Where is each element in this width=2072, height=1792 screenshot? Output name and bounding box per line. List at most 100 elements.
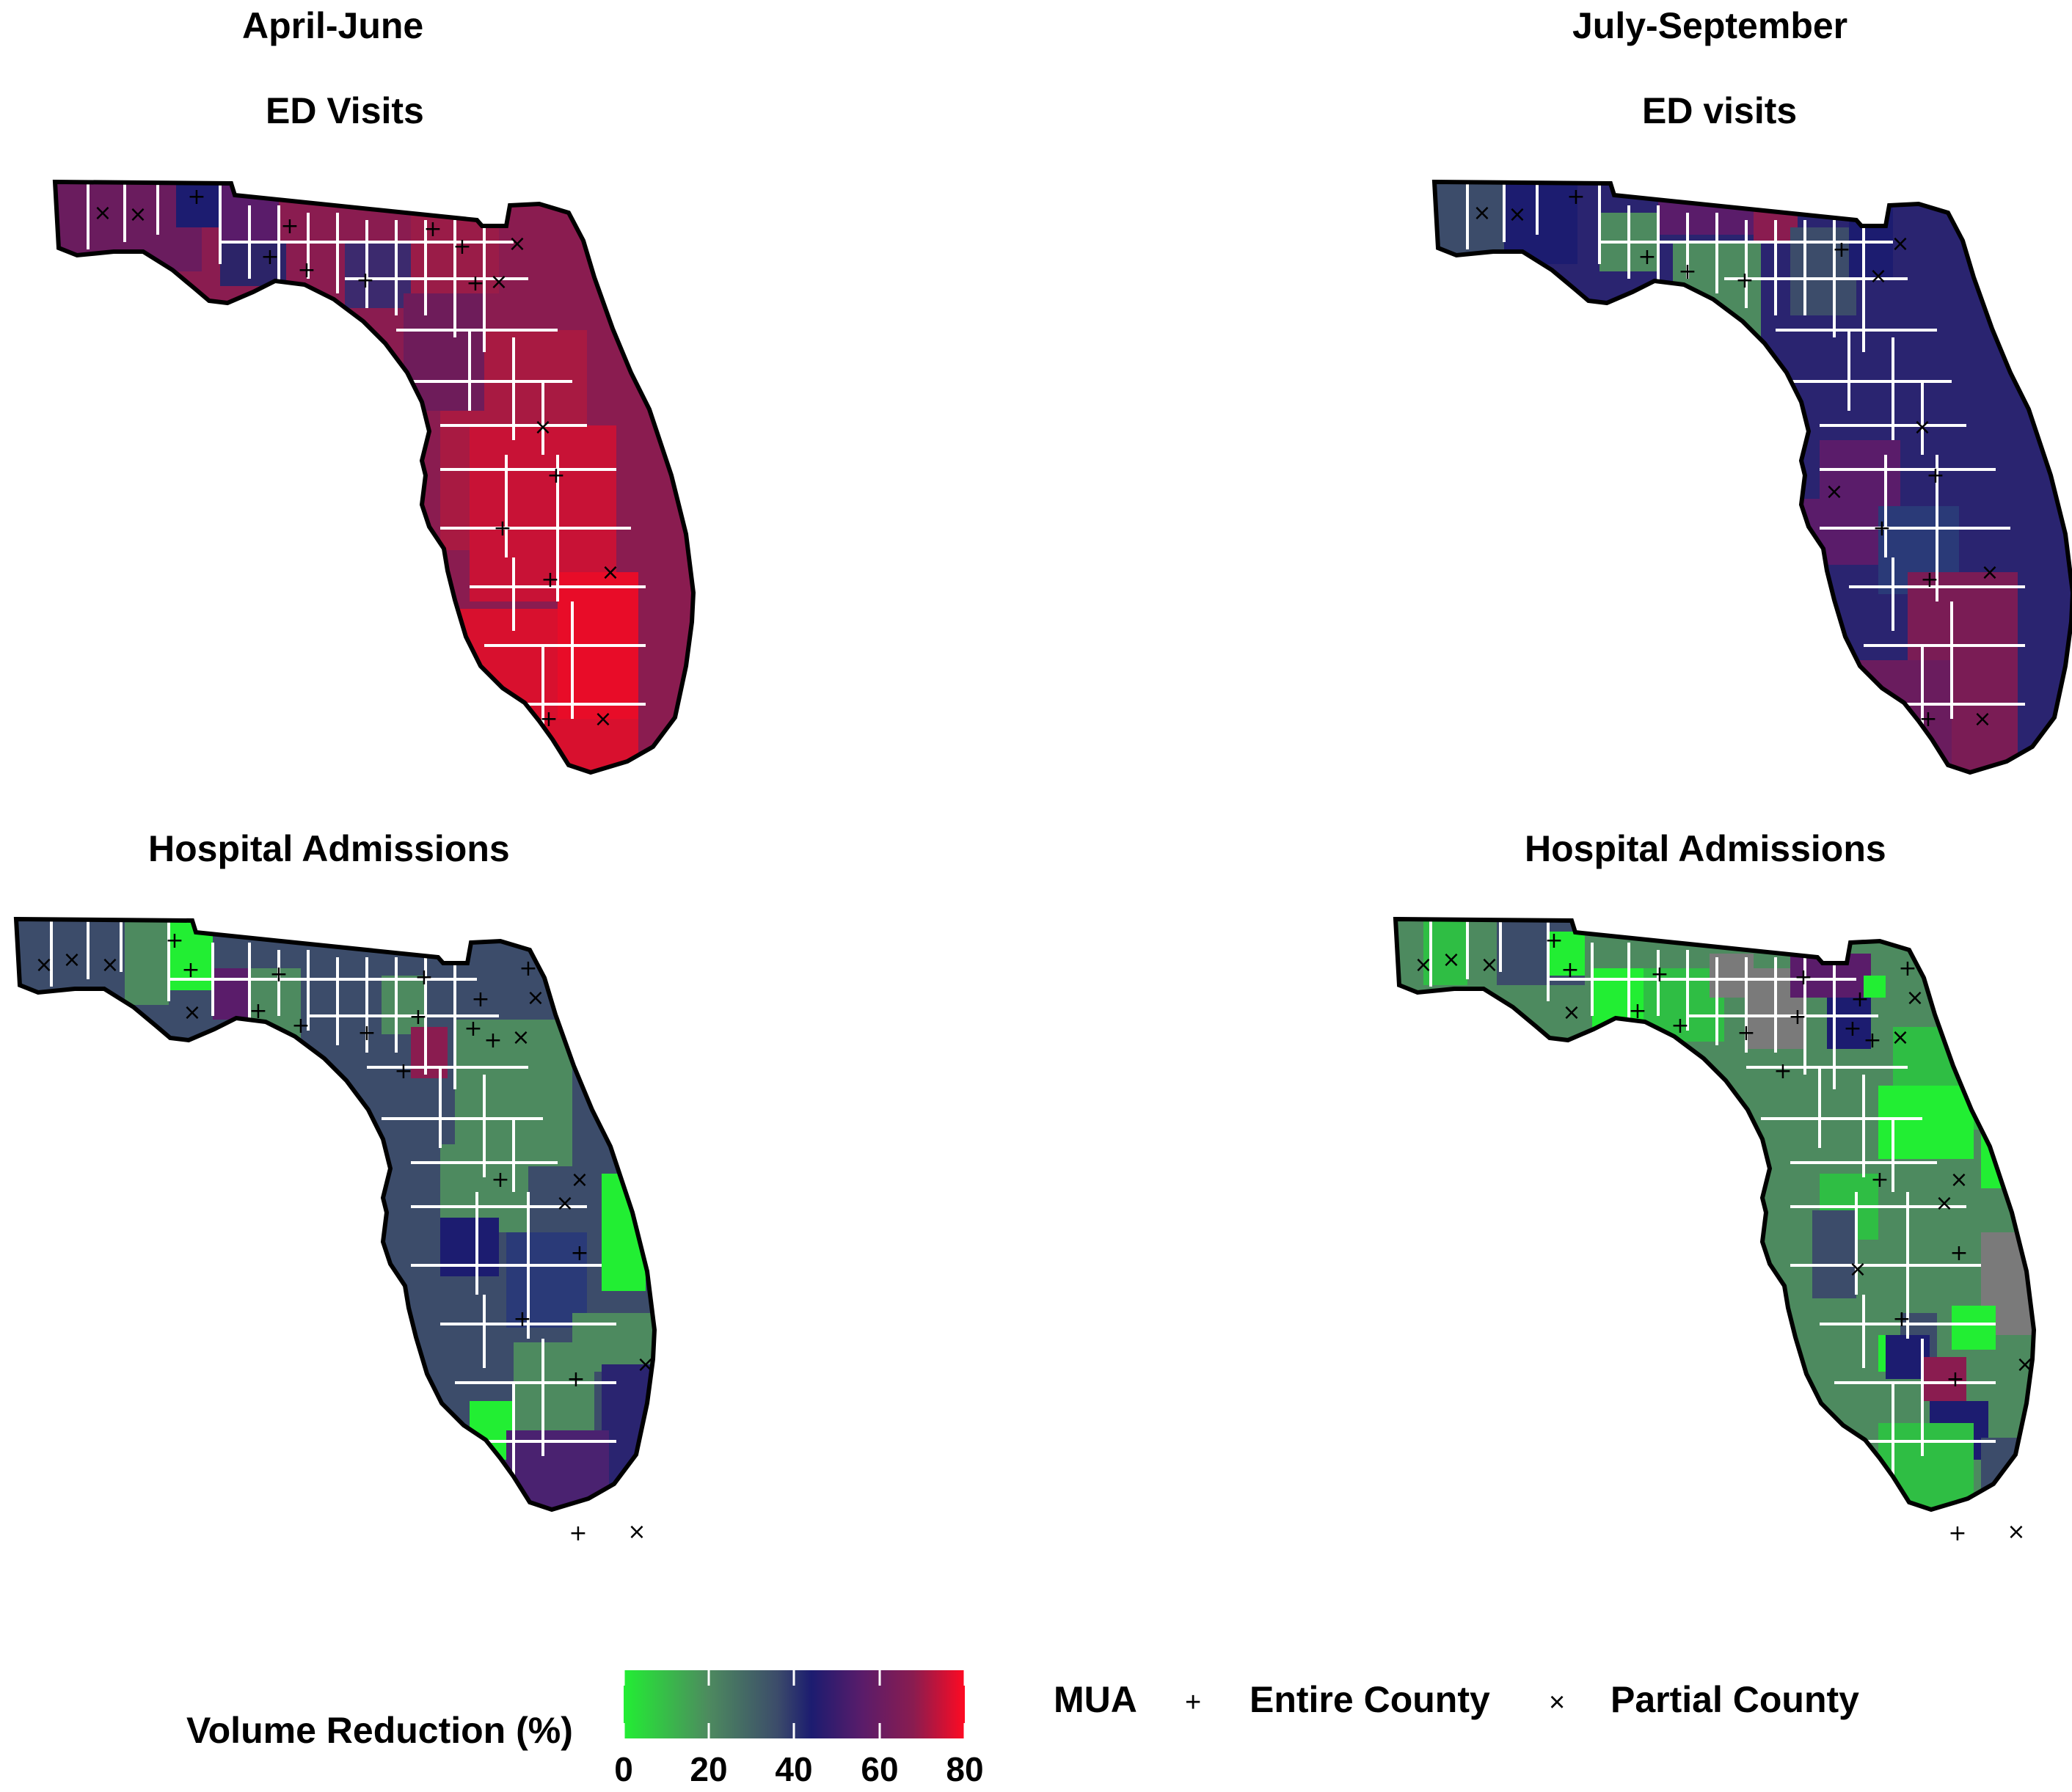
svg-text:+: + [249,998,267,1024]
title-ed-visits-q2: ED Visits [266,90,424,131]
svg-text:+: + [1898,956,1916,981]
svg-text:+: + [1735,268,1754,293]
svg-text:×: × [526,985,544,1011]
svg-text:×: × [2016,1352,2034,1378]
svg-text:×: × [511,1025,530,1050]
legend-mua-title: MUA [1054,1679,1137,1720]
svg-text:×: × [601,560,619,585]
svg-text:×: × [1508,202,1526,227]
svg-text:×: × [1980,560,1999,585]
svg-text:+: + [1919,706,1937,732]
svg-text:×: × [183,1000,201,1025]
svg-text:+: + [1948,1521,1966,1546]
legend-title: Volume Reduction (%) [186,1710,573,1751]
svg-text:+: + [1832,237,1850,263]
svg-text:×: × [1442,947,1460,973]
svg-text:+: + [187,184,205,210]
legend-tick-80: 80 [946,1750,984,1788]
svg-text:+: + [1872,516,1891,541]
entire-county-symbol-icon: + [1185,1687,1202,1718]
svg-text:+: + [356,268,374,293]
svg-text:+: + [1773,1058,1792,1084]
legend-colorbar [622,1670,966,1738]
svg-text:×: × [533,414,552,440]
legend-tick-60: 60 [861,1750,899,1788]
svg-text:+: + [280,213,299,239]
svg-text:×: × [128,202,147,227]
title-hospital-admissions-q2: Hospital Admissions [148,828,510,869]
svg-text:×: × [555,1191,574,1216]
map-april-june-hospital-admissions: × × × ++× +++ +++ ++× ×++ ++ × ×++ ×+× + [0,880,734,1546]
svg-text:+: + [1794,965,1812,990]
svg-text:+: + [471,987,489,1012]
svg-text:+: + [1949,1240,1968,1266]
map-july-september-ed-visits: × ×+ ++ + +×× ×++ ×+× +× [1394,147,2072,807]
svg-text:+: + [1638,244,1656,270]
legend-tick-20: 20 [690,1750,728,1788]
svg-text:+: + [513,1306,531,1332]
svg-text:×: × [594,706,612,732]
svg-text:×: × [1480,952,1498,978]
svg-text:+: + [415,965,433,990]
svg-text:×: × [62,947,81,973]
svg-text:+: + [1863,1028,1881,1053]
svg-text:+: + [260,244,279,270]
svg-text:×: × [489,269,508,295]
svg-text:+: + [453,234,471,260]
legend-tick-0: 0 [614,1750,633,1788]
svg-text:×: × [93,200,112,226]
svg-text:+: + [1561,957,1579,983]
svg-text:+: + [394,1058,412,1084]
svg-text:+: + [1678,259,1696,285]
title-hospital-admissions-q3: Hospital Admissions [1525,828,1886,869]
svg-text:+: + [484,1028,502,1053]
svg-text:×: × [1891,1025,1909,1050]
svg-text:+: + [1788,1004,1806,1030]
svg-text:+: + [539,706,558,732]
svg-text:×: × [1414,952,1432,978]
svg-text:+: + [1671,1013,1689,1039]
svg-text:×: × [1848,1257,1867,1282]
svg-text:+: + [491,1167,509,1193]
svg-text:+: + [297,257,315,283]
svg-text:×: × [2007,1519,2025,1545]
svg-text:×: × [1473,200,1491,226]
svg-text:+: + [519,956,537,981]
legend-tick-40: 40 [775,1750,813,1788]
svg-text:×: × [627,1519,646,1545]
svg-text:+: + [466,271,484,296]
svg-text:+: + [291,1013,310,1039]
svg-text:+: + [1850,987,1869,1012]
svg-text:+: + [1737,1020,1755,1046]
svg-text:×: × [1973,706,1991,732]
partial-county-symbol-icon: × [1549,1687,1566,1718]
title-ed-visits-q3: ED visits [1642,90,1798,131]
svg-text:×: × [570,1167,588,1193]
title-april-june: April-June [242,5,424,46]
svg-text:+: + [566,1367,585,1392]
svg-text:+: + [1892,1306,1911,1332]
svg-text:+: + [493,516,511,541]
map-april-june-ed-visits: × ×+ +++ +++ ××+ ×++ ×+× + [0,147,734,807]
svg-text:×: × [101,952,119,978]
svg-text:×: × [1935,1191,1953,1216]
svg-text:+: + [1920,567,1938,593]
svg-text:×: × [1869,263,1887,289]
svg-text:+: + [464,1016,482,1042]
svg-text:×: × [1825,479,1843,505]
svg-text:+: + [1843,1016,1861,1042]
svg-text:+: + [165,928,183,954]
svg-text:+: + [357,1020,376,1046]
svg-text:×: × [34,952,53,978]
svg-text:+: + [269,962,288,987]
svg-text:×: × [1949,1167,1968,1193]
svg-text:+: + [1946,1367,1964,1392]
svg-text:+: + [569,1521,587,1546]
svg-text:+: + [570,1240,588,1266]
legend-entire-county: Entire County [1250,1679,1490,1720]
svg-text:+: + [1628,998,1646,1024]
svg-text:×: × [1891,231,1909,257]
svg-text:×: × [1913,414,1931,440]
svg-text:+: + [181,957,200,983]
